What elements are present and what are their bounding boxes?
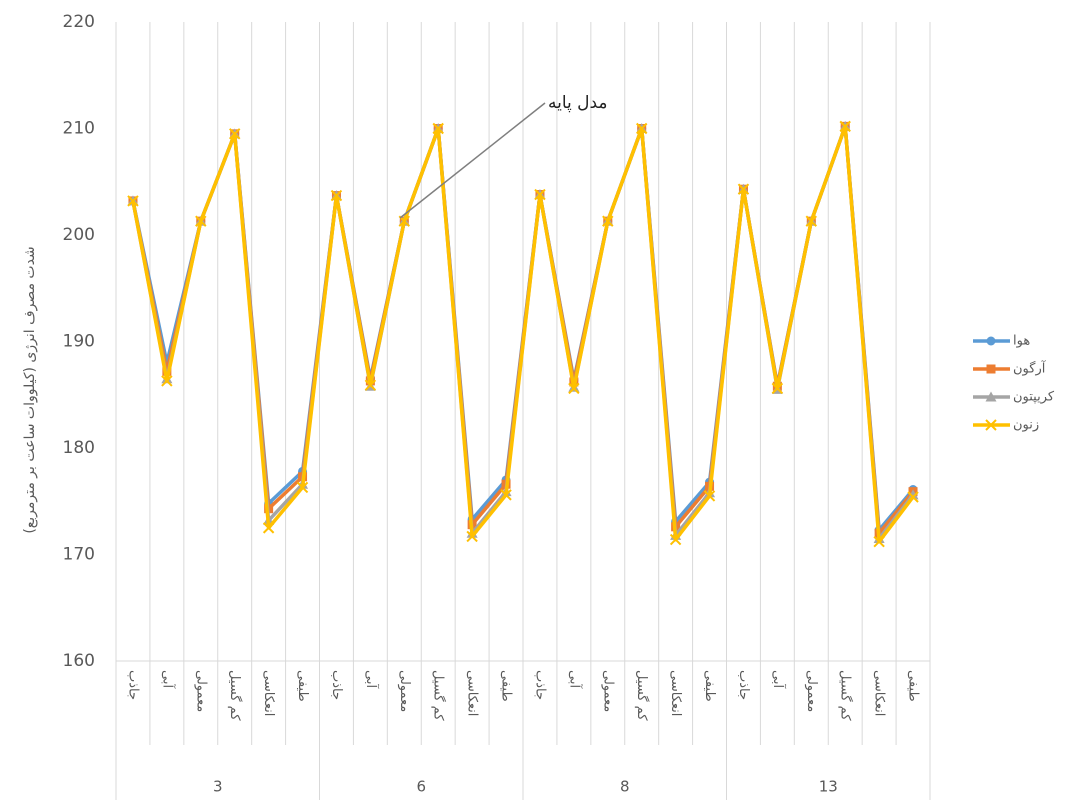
point bbox=[873, 536, 885, 548]
series-line bbox=[131, 124, 915, 544]
y-tick-label: 160 bbox=[63, 651, 95, 671]
y-tick-label: 210 bbox=[63, 119, 95, 139]
x-tick-label: طیفی bbox=[702, 670, 717, 702]
point bbox=[296, 481, 309, 494]
y-axis-label: شدت مصرف انرژی (کیلووات ساعت بر مترمربع) bbox=[22, 246, 38, 533]
y-tick-label: 170 bbox=[63, 545, 95, 565]
point bbox=[602, 215, 614, 227]
x-tick-label: معمولی bbox=[600, 670, 615, 712]
x-tick-label: جاذب bbox=[125, 670, 140, 700]
point bbox=[500, 489, 512, 501]
group-label: 13 bbox=[819, 778, 838, 796]
y-tick-label: 190 bbox=[63, 332, 95, 352]
point bbox=[262, 522, 275, 534]
point bbox=[568, 382, 580, 395]
point bbox=[330, 189, 343, 202]
point bbox=[161, 375, 173, 387]
group-label: 6 bbox=[416, 778, 426, 796]
x-tick-label: انعکاسی bbox=[261, 670, 276, 716]
x-tick-label: کم گسیل bbox=[838, 670, 854, 721]
x-tick-label: کم گسیل bbox=[227, 670, 243, 721]
legend-marker bbox=[985, 391, 997, 402]
legend-label: هوا bbox=[1013, 334, 1030, 349]
x-tick-label: معمولی bbox=[193, 670, 208, 712]
group-label: 8 bbox=[620, 778, 630, 796]
point bbox=[229, 128, 241, 140]
plot: 160 170 180 190 200 210 220 جاذب آبی معمولی کم گسی… bbox=[63, 12, 1055, 800]
x-tick-label: انعکاسی bbox=[668, 670, 683, 716]
x-tick-label: جاذب bbox=[736, 670, 751, 700]
group-label: 3 bbox=[213, 778, 223, 796]
point bbox=[737, 183, 750, 195]
point bbox=[771, 382, 784, 395]
x-tick-label: آبی bbox=[363, 670, 380, 689]
legend-label: کریپتون bbox=[1013, 390, 1055, 405]
annotation-line bbox=[399, 102, 546, 219]
point bbox=[466, 530, 478, 543]
point bbox=[703, 490, 716, 502]
x-tick-label: معمولی bbox=[397, 670, 412, 712]
x-tick-label: جاذب bbox=[329, 670, 344, 700]
x-tick-label: طیفی bbox=[906, 670, 921, 702]
annotation: مدل پایه bbox=[548, 93, 608, 113]
legend-marker bbox=[986, 364, 996, 374]
x-tick-label: کم گسیل bbox=[431, 670, 447, 721]
x-tick-label: آبی bbox=[566, 670, 583, 689]
point bbox=[432, 122, 444, 135]
y-tick-label: 180 bbox=[63, 438, 95, 458]
point bbox=[907, 491, 919, 503]
point bbox=[907, 489, 919, 500]
x-tick-label: آبی bbox=[159, 670, 176, 689]
x-tick-label: طیفی bbox=[295, 670, 310, 702]
legend-marker bbox=[986, 336, 996, 346]
point bbox=[669, 533, 682, 546]
x-tick-label: انعکاسی bbox=[872, 670, 887, 716]
x-tick-label: طیفی bbox=[499, 670, 514, 702]
legend-label: آرگون bbox=[1013, 360, 1047, 377]
legend-label: زنون bbox=[1013, 418, 1039, 433]
point bbox=[127, 195, 139, 207]
point bbox=[195, 215, 207, 227]
point bbox=[636, 122, 648, 135]
point bbox=[364, 379, 377, 391]
point bbox=[534, 188, 546, 201]
y-tick-label: 200 bbox=[63, 225, 95, 245]
point bbox=[839, 120, 851, 133]
legend-marker bbox=[985, 419, 997, 431]
y-tick-label: 220 bbox=[63, 12, 95, 32]
x-tick-label: آبی bbox=[770, 670, 787, 689]
x-tick-label: کم گسیل bbox=[634, 670, 650, 721]
x-tick-label: جاذب bbox=[532, 670, 547, 700]
x-tick-label: معمولی bbox=[804, 670, 819, 712]
point bbox=[805, 215, 817, 227]
x-tick-label: انعکاسی bbox=[465, 670, 480, 716]
